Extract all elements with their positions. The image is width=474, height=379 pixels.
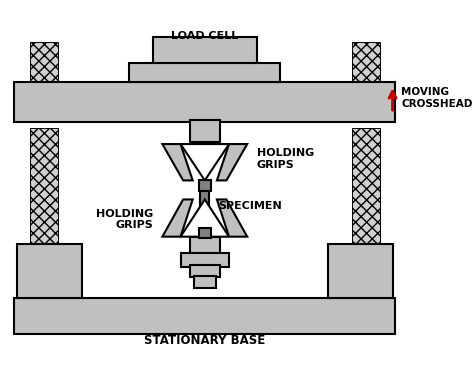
Bar xyxy=(30,128,58,269)
Bar xyxy=(190,265,219,277)
Bar xyxy=(199,228,211,238)
Bar xyxy=(153,37,257,63)
Text: LOAD CELL: LOAD CELL xyxy=(171,31,238,41)
Bar xyxy=(17,244,82,298)
Polygon shape xyxy=(163,144,192,180)
Text: MOVING
CROSSHEAD: MOVING CROSSHEAD xyxy=(401,88,473,109)
Bar xyxy=(193,277,216,288)
Bar xyxy=(181,253,229,267)
Bar xyxy=(352,42,380,89)
Bar xyxy=(14,298,395,335)
Polygon shape xyxy=(217,144,247,180)
Bar xyxy=(30,42,58,89)
Bar xyxy=(201,190,209,228)
Polygon shape xyxy=(217,199,247,236)
Polygon shape xyxy=(163,199,192,236)
Text: HOLDING
GRIPS: HOLDING GRIPS xyxy=(257,148,314,169)
Text: STATIONARY BASE: STATIONARY BASE xyxy=(144,334,265,347)
Bar xyxy=(129,63,280,82)
Text: HOLDING
GRIPS: HOLDING GRIPS xyxy=(96,208,153,230)
Bar xyxy=(199,180,211,191)
Bar xyxy=(190,120,219,143)
Bar xyxy=(14,82,395,122)
Polygon shape xyxy=(181,199,229,236)
Bar xyxy=(328,244,392,298)
Polygon shape xyxy=(181,144,229,180)
Bar xyxy=(190,236,219,254)
Bar xyxy=(352,128,380,269)
Text: SPECIMEN: SPECIMEN xyxy=(218,201,282,211)
